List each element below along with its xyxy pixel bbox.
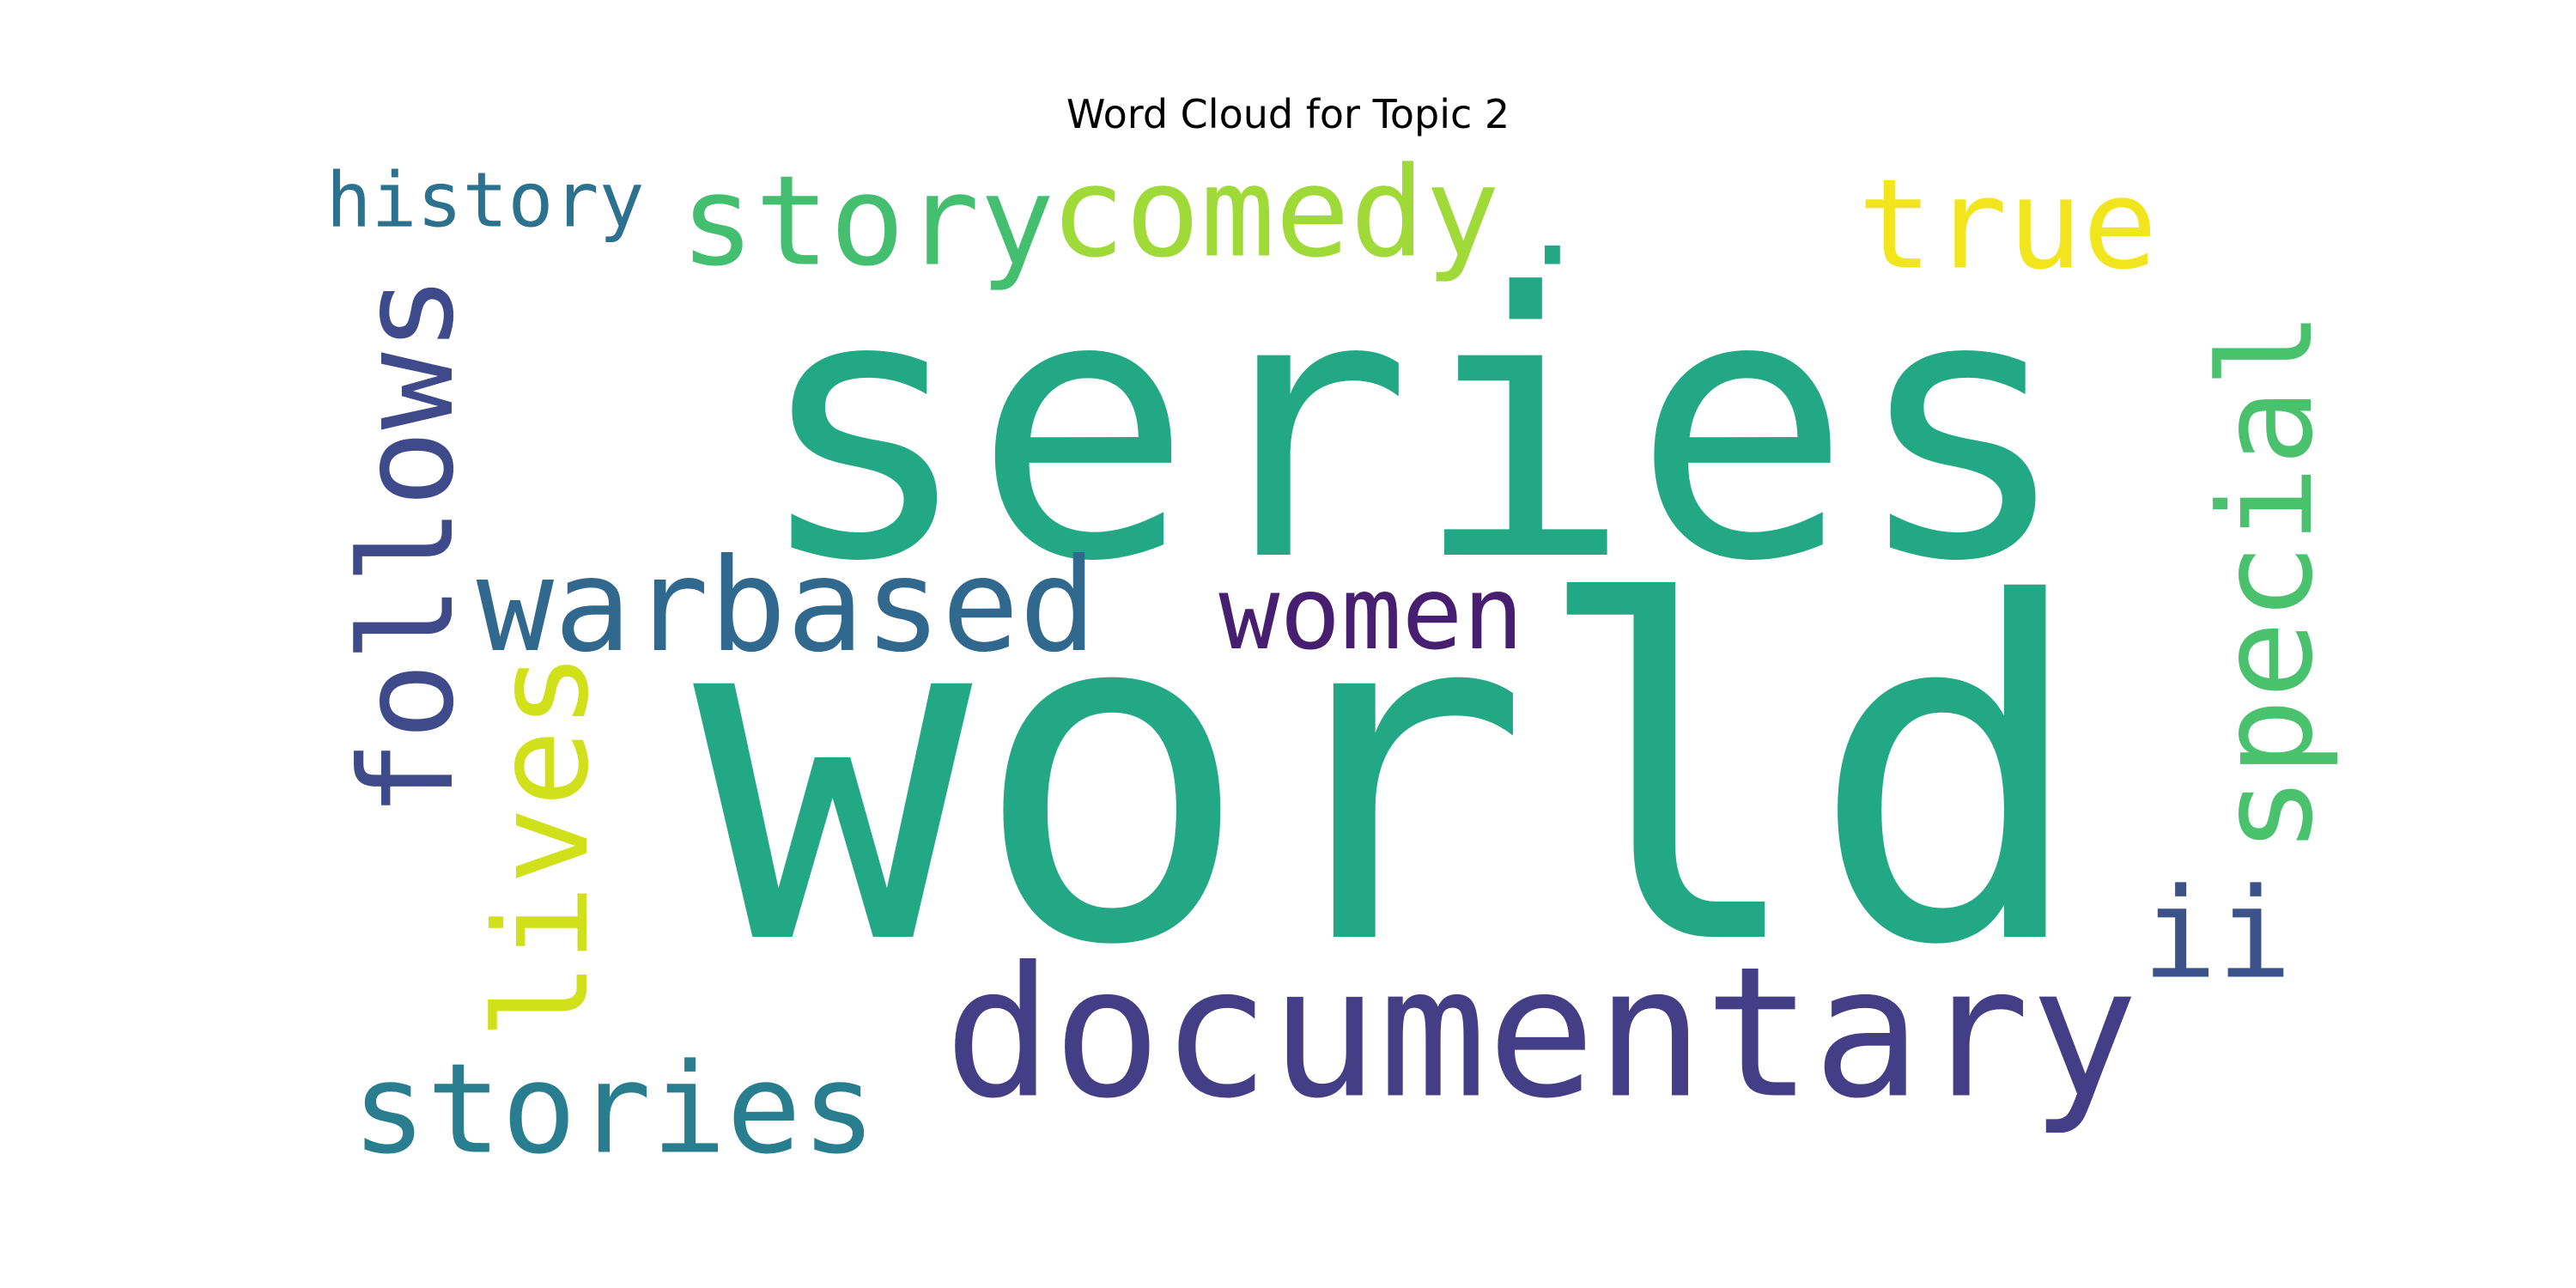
word-comedy: comedy [1050, 141, 1500, 286]
word-dot: . [1515, 149, 1589, 295]
word-lives: lives [468, 652, 617, 1040]
word-warbased: warbased [477, 532, 1097, 681]
word-story: story [680, 149, 1055, 295]
word-ii: ii [2142, 862, 2293, 1007]
word-series: series [753, 217, 2071, 641]
word-history: history [326, 156, 645, 245]
word-documentary: documentary [945, 928, 2139, 1139]
word-follows: follows [333, 275, 483, 817]
word-world: world [693, 507, 2089, 1047]
word-stories: stories [351, 1037, 876, 1182]
chart-title: Word Cloud for Topic 2 [1066, 91, 1510, 137]
word-women: women [1218, 554, 1523, 672]
word-true: true [1857, 153, 2157, 298]
word-special: special [2192, 311, 2342, 854]
